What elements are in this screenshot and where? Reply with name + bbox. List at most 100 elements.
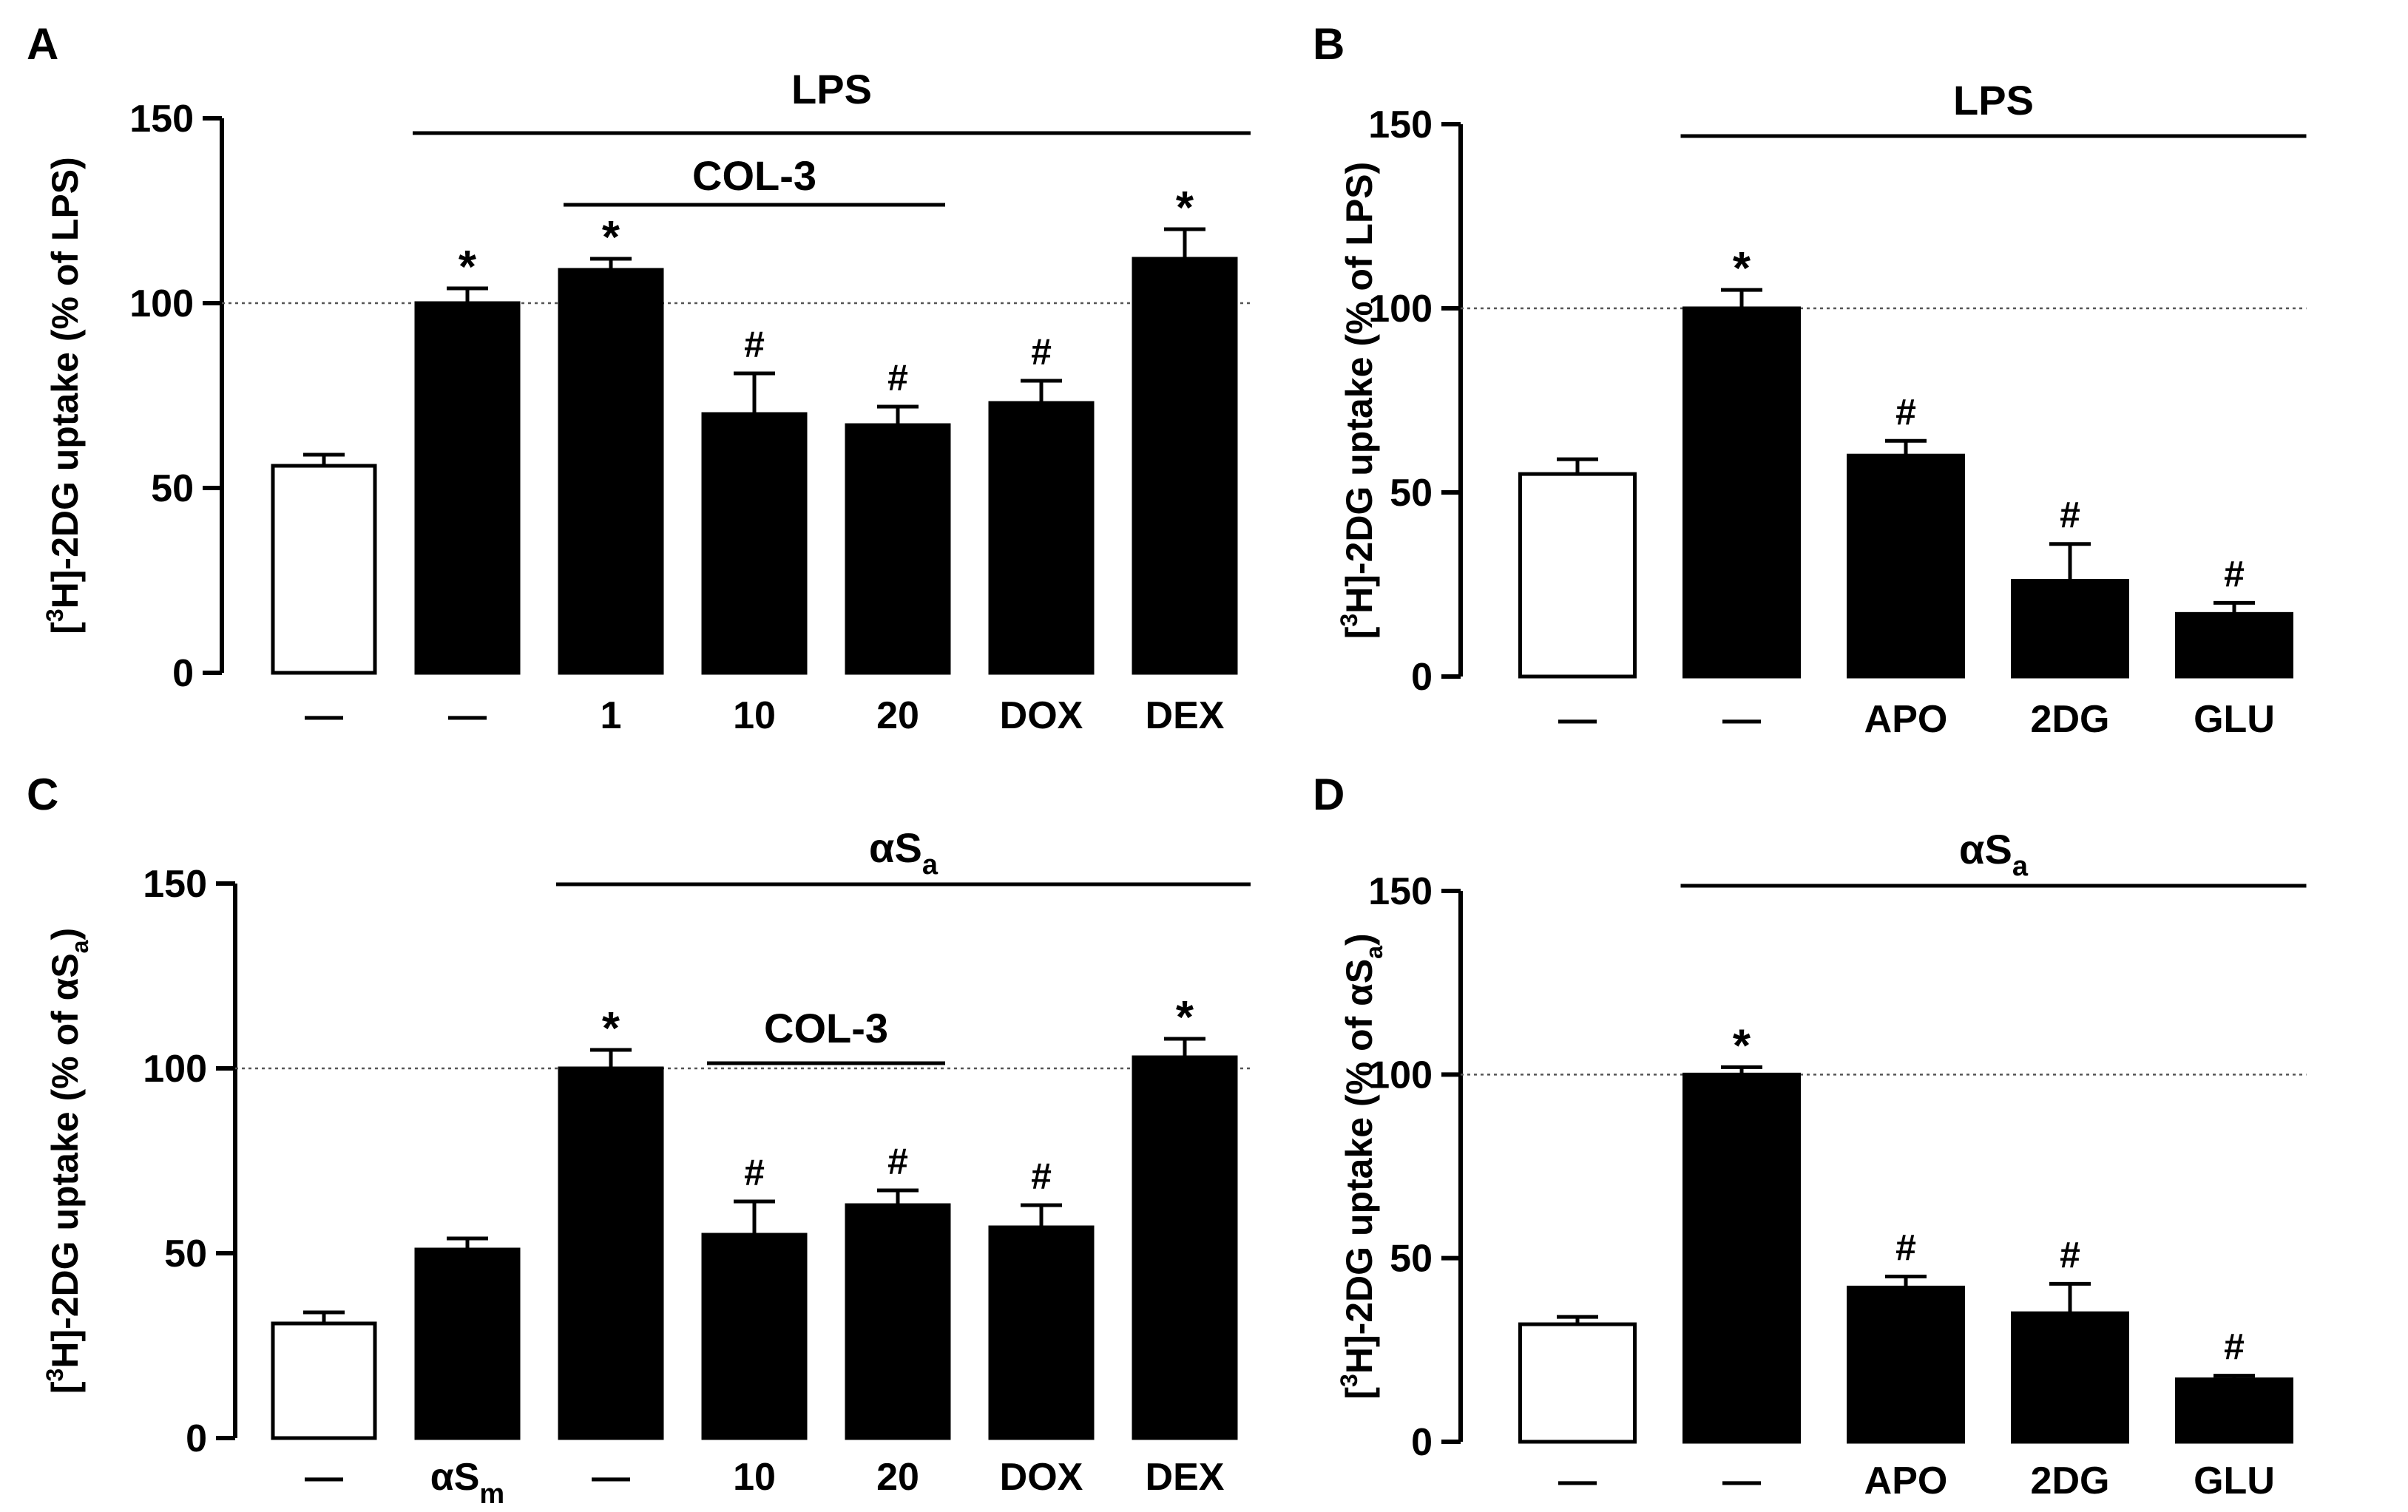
y-axis-label-post: H]-2DG uptake (% of αS — [44, 953, 86, 1368]
significance-star: * — [1733, 1020, 1751, 1071]
panel-a: A 0 50 100 150 [3H]-2DG uptake (% of LPS) — * — *… — [27, 19, 1251, 737]
significance-hash: # — [744, 324, 765, 365]
bar — [701, 1233, 808, 1440]
category-label: — — [1722, 1460, 1761, 1502]
bar — [558, 268, 664, 675]
y-axis-label-post: H]-2DG uptake (% of LPS) — [1339, 162, 1380, 614]
y-tick-label: 0 — [172, 652, 194, 695]
category-label: — — [1558, 1460, 1597, 1502]
significance-hash: # — [1031, 1156, 1052, 1197]
category-label-main: — — [305, 1456, 343, 1499]
group-label-sub: a — [2012, 851, 2029, 882]
y-axis-label-post2: ) — [44, 928, 86, 940]
bar — [1847, 1285, 1965, 1444]
y-tick-label: 100 — [1368, 288, 1433, 330]
group-label: LPS — [1953, 77, 2034, 123]
category-label-main: DOX — [1000, 1456, 1083, 1499]
category-label: — — [305, 1456, 343, 1499]
bar — [2175, 611, 2293, 679]
category-label: αSm — [430, 1456, 504, 1510]
significance-hash: # — [2060, 495, 2080, 536]
y-axis-label-pre: [ — [44, 622, 86, 634]
y-tick-label: 0 — [186, 1417, 207, 1460]
category-label: DOX — [1000, 1456, 1083, 1499]
significance-hash: # — [1895, 1227, 1916, 1269]
y-axis-label: [3H]-2DG uptake (% of LPS) — [41, 157, 86, 634]
panel-b: B 0 50 100 150 [3H]-2DG uptake (% of LPS) — * — #… — [1313, 19, 2307, 741]
significance-star: * — [459, 242, 477, 293]
y-tick-label: 150 — [129, 98, 194, 140]
group-label-main: αS — [1959, 826, 2012, 872]
y-tick-label: 150 — [143, 863, 207, 906]
panel-letter: C — [27, 770, 58, 819]
category-label: — — [305, 694, 343, 737]
significance-hash: # — [1895, 391, 1916, 433]
category-label: — — [448, 694, 487, 737]
group-label: αSa — [1959, 826, 2029, 882]
y-tick-label: 0 — [1411, 1421, 1433, 1464]
category-label: 2DG — [2031, 698, 2110, 741]
category-label: 2DG — [2031, 1460, 2110, 1502]
y-axis-label-pre: [ — [1339, 1387, 1380, 1400]
y-tick-label: 100 — [1368, 1054, 1433, 1096]
category-label: DOX — [1000, 694, 1083, 737]
bar — [1518, 472, 1637, 679]
panel-letter: A — [27, 19, 58, 69]
category-label: GLU — [2194, 698, 2275, 741]
bar — [988, 1225, 1095, 1440]
significance-star: * — [1733, 243, 1751, 294]
bar — [414, 1247, 521, 1440]
category-label-main: — — [592, 1456, 630, 1499]
significance-star: * — [602, 1003, 620, 1054]
category-label: APO — [1864, 1460, 1948, 1502]
category-label-main: 20 — [876, 1456, 919, 1499]
bar — [701, 412, 808, 675]
y-axis-label-post: H]-2DG uptake (% of αS — [1339, 959, 1380, 1374]
y-axis-label-pre: [ — [44, 1381, 86, 1394]
significance-hash: # — [887, 357, 908, 399]
category-label: — — [592, 1456, 630, 1499]
y-axis-label-pre: [ — [1339, 626, 1380, 639]
group-label-main: COL-3 — [692, 152, 816, 199]
y-tick-label: 100 — [129, 282, 194, 325]
group-label-main: LPS — [1953, 77, 2034, 123]
category-label: DEX — [1146, 1456, 1225, 1499]
group-label-sub: a — [922, 850, 938, 881]
y-tick-label: 50 — [151, 467, 194, 510]
category-label: DEX — [1146, 694, 1225, 737]
y-axis-label-sub: a — [67, 940, 93, 953]
bar — [1518, 1322, 1637, 1444]
category-label: APO — [1864, 698, 1948, 741]
y-axis-label-sup: 3 — [41, 1369, 68, 1382]
y-tick-label: 50 — [1390, 1238, 1433, 1281]
panel-letter: D — [1313, 770, 1345, 819]
y-axis-label: [3H]-2DG uptake (% of αSa) — [1336, 933, 1387, 1399]
significance-hash: # — [2060, 1234, 2080, 1275]
panel-letter: B — [1313, 19, 1345, 69]
y-axis-label-post2: ) — [1339, 933, 1380, 946]
category-label: 10 — [733, 694, 776, 737]
category-label: — — [1722, 698, 1761, 741]
bar — [845, 423, 951, 675]
significance-hash: # — [2224, 1326, 2245, 1368]
y-axis-label: [3H]-2DG uptake (% of LPS) — [1336, 162, 1380, 640]
bar — [2175, 1377, 2293, 1444]
bar — [271, 1321, 377, 1440]
y-axis-label-sub: a — [1361, 946, 1387, 959]
bar — [558, 1066, 664, 1440]
bar — [2011, 579, 2129, 679]
bar — [414, 301, 521, 675]
y-axis-label-post: H]-2DG uptake (% of LPS) — [44, 157, 86, 608]
bar — [845, 1203, 951, 1440]
y-axis-label-sup: 3 — [1336, 614, 1362, 627]
category-label-main: αS — [430, 1456, 480, 1499]
significance-hash: # — [887, 1141, 908, 1182]
y-axis-label: [3H]-2DG uptake (% of αSa) — [41, 928, 93, 1394]
significance-star: * — [1176, 992, 1194, 1043]
category-label-main: DEX — [1146, 1456, 1225, 1499]
y-tick-label: 0 — [1411, 656, 1433, 699]
bar — [1847, 453, 1965, 679]
